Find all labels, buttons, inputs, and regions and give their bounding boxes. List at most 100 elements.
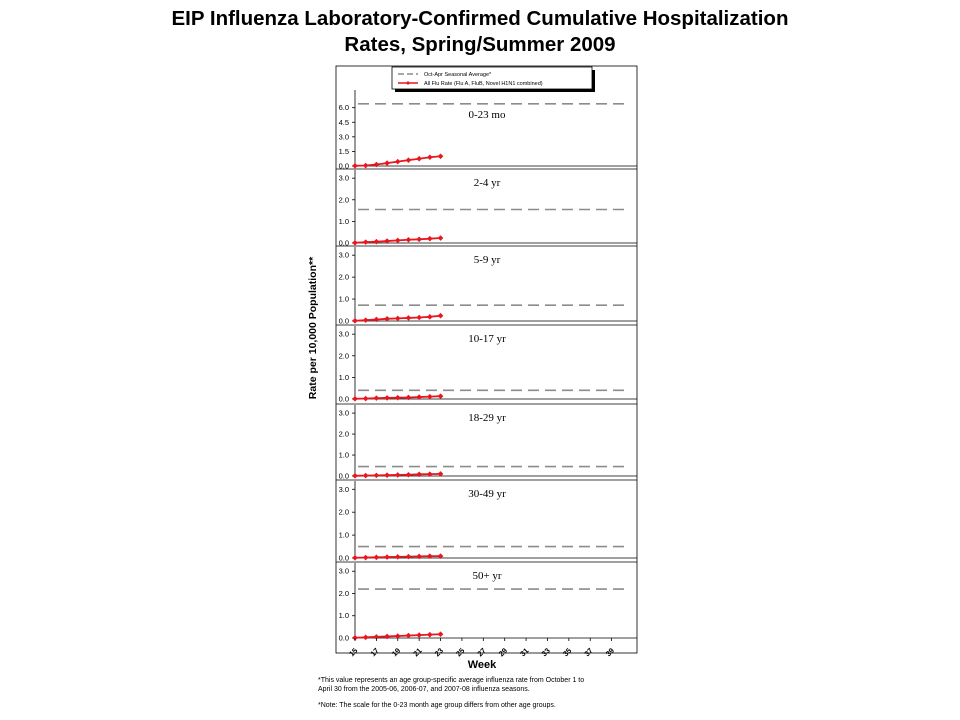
y-tick-label: 3.0 (339, 132, 349, 141)
flu-rate-point (352, 239, 358, 246)
flu-rate-point (373, 634, 380, 640)
flu-rate-point (437, 471, 444, 477)
legend-box (391, 66, 593, 90)
y-tick-label: 0.0 (339, 239, 349, 248)
flu-rate-point (427, 154, 433, 161)
y-tick-label: 3.0 (339, 485, 349, 494)
flu-rate-point (362, 317, 369, 323)
flu-rate-point (384, 472, 390, 478)
y-tick-label: 0.0 (339, 317, 349, 326)
y-tick-label: 6.0 (339, 103, 349, 112)
flu-rate-point (362, 395, 369, 402)
flu-rate-point (362, 472, 369, 479)
flu-rate-point (394, 315, 401, 322)
flu-rate-point (384, 395, 390, 401)
flu-rate-point (405, 157, 412, 163)
y-tick-label: 1.0 (339, 451, 349, 460)
flu-rate-point (405, 632, 412, 639)
y-tick-label: 0.0 (339, 634, 349, 643)
flu-rate-point (427, 235, 433, 242)
y-axis-title: Rate per 10,000 Population** (307, 256, 319, 399)
flu-rate-point (394, 158, 401, 165)
y-tick-label: 0.0 (339, 554, 349, 563)
flu-rate-point (416, 471, 422, 478)
footnote-scale: *Note: The scale for the 0-23 month age … (318, 702, 556, 709)
panel-label-5-9-yr: 5-9 yr (474, 254, 501, 266)
panel-label-0-23-mo: 0-23 mo (469, 109, 506, 121)
chart-title-line-2: Rates, Spring/Summer 2009 (344, 33, 616, 56)
flu-rate-point (362, 554, 369, 561)
chart-frame (335, 65, 638, 654)
footnote-line-2: April 30 from the 2005-06, 2006-07, and … (318, 686, 530, 693)
flu-rate-point (427, 553, 433, 559)
flu-rate-point (373, 472, 380, 479)
flu-rate-point (405, 236, 412, 243)
legend-flu-rate-label: All Flu Rate (Flu A, FluB, Novel H1N1 co… (424, 81, 543, 87)
flu-rate-point (416, 155, 422, 162)
flu-rate-point (416, 394, 422, 400)
flu-rate-point (384, 316, 390, 322)
flu-rate-point (373, 554, 380, 561)
y-tick-label: 2.0 (339, 589, 349, 598)
flu-rate-point (384, 554, 390, 560)
legend-flu-rate-marker (406, 81, 410, 85)
panel-label-18-29-yr: 18-29 yr (468, 412, 506, 424)
flu-rate-point (373, 238, 380, 245)
flu-rate-point (362, 634, 369, 641)
y-tick-label: 1.0 (339, 531, 349, 540)
flu-rate-point (352, 634, 358, 641)
flu-rate-point (352, 554, 358, 561)
y-tick-label: 2.0 (339, 430, 349, 439)
flu-rate-point (437, 235, 444, 241)
flu-rate-point (437, 153, 444, 160)
flu-rate-point (427, 471, 433, 477)
legend-seasonal-average-label: Oct-Apr Seasonal Average* (424, 72, 492, 78)
flu-rate-point (416, 314, 422, 321)
flu-rate-point (352, 472, 358, 479)
flu-rate-point (394, 633, 401, 639)
y-tick-label: 0.0 (339, 472, 349, 481)
y-tick-label: 3.0 (339, 174, 349, 183)
y-tick-label: 3.0 (339, 330, 349, 339)
flu-rate-point (362, 239, 369, 245)
y-tick-label: 2.0 (339, 273, 349, 282)
flu-rate-point (437, 631, 444, 638)
flu-rate-point (405, 553, 412, 560)
flu-rate-point (394, 554, 401, 560)
chart-title-line-1: EIP Influenza Laboratory-Confirmed Cumul… (171, 7, 789, 30)
flu-rate-point (405, 394, 412, 401)
flu-rate-point (416, 553, 422, 560)
y-tick-label: 1.0 (339, 373, 349, 382)
flu-rate-point (384, 633, 390, 640)
x-axis-title: Week (468, 659, 497, 671)
flu-rate-point (427, 314, 433, 320)
flu-rate-point (437, 553, 444, 559)
flu-rate-point (394, 472, 401, 478)
flu-rate-point (405, 471, 412, 478)
y-tick-label: 0.0 (339, 162, 349, 171)
y-tick-label: 3.0 (339, 251, 349, 260)
panel-label-10-17-yr: 10-17 yr (468, 333, 506, 345)
flu-rate-point (384, 238, 390, 244)
flu-rate-point (416, 236, 422, 243)
footnote-seasonal-average: *This value represents an age group-spec… (318, 676, 638, 694)
panel-label-30-49-yr: 30-49 yr (468, 488, 506, 500)
y-tick-label: 4.5 (339, 118, 349, 127)
panel-label-50-yr: 50+ yr (472, 570, 501, 582)
panel-label-2-4-yr: 2-4 yr (474, 177, 501, 189)
y-tick-label: 1.5 (339, 147, 349, 156)
flu-rate-point (427, 393, 433, 400)
flu-rate-point (373, 161, 380, 168)
flu-rate-point (437, 312, 444, 319)
y-tick-label: 2.0 (339, 351, 349, 360)
chart-title: EIP Influenza Laboratory-Confirmed Cumul… (0, 6, 960, 58)
y-tick-label: 2.0 (339, 508, 349, 517)
flu-rate-point (394, 237, 401, 244)
y-tick-label: 3.0 (339, 409, 349, 418)
flu-rate-point (384, 160, 390, 166)
flu-rate-point (437, 393, 444, 399)
y-tick-label: 3.0 (339, 567, 349, 576)
flu-rate-point (394, 394, 401, 401)
y-tick-label: 1.0 (339, 295, 349, 304)
